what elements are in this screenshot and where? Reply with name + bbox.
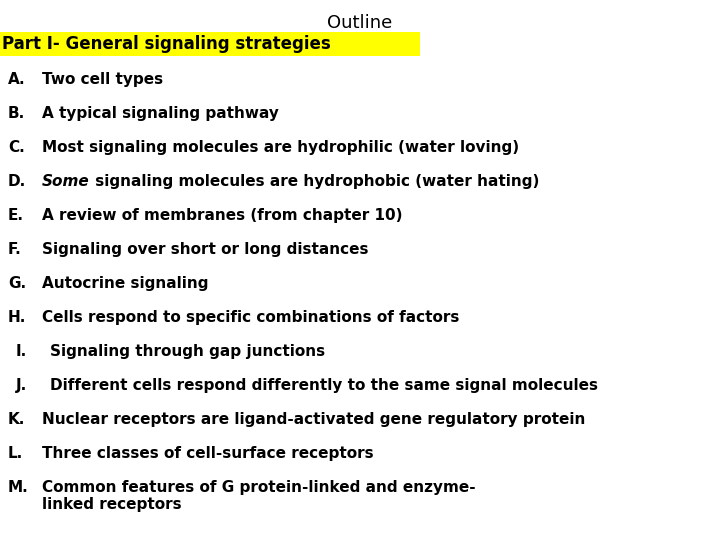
Text: L.: L. (8, 446, 23, 461)
Text: Most signaling molecules are hydrophilic (water loving): Most signaling molecules are hydrophilic… (42, 140, 519, 155)
Text: Different cells respond differently to the same signal molecules: Different cells respond differently to t… (50, 378, 598, 393)
Text: Part I- General signaling strategies: Part I- General signaling strategies (2, 35, 330, 53)
Text: Cells respond to specific combinations of factors: Cells respond to specific combinations o… (42, 310, 459, 325)
Text: J.: J. (16, 378, 27, 393)
Text: Nuclear receptors are ligand-activated gene regulatory protein: Nuclear receptors are ligand-activated g… (42, 412, 585, 427)
Text: A typical signaling pathway: A typical signaling pathway (42, 106, 279, 121)
Text: Outline: Outline (328, 14, 392, 32)
Text: D.: D. (8, 174, 26, 189)
Text: E.: E. (8, 208, 24, 223)
Text: B.: B. (8, 106, 25, 121)
Text: C.: C. (8, 140, 24, 155)
Text: Autocrine signaling: Autocrine signaling (42, 276, 209, 291)
Text: Common features of G protein-linked and enzyme-
linked receptors: Common features of G protein-linked and … (42, 480, 476, 512)
Text: I.: I. (16, 344, 27, 359)
Text: Two cell types: Two cell types (42, 72, 163, 87)
Text: H.: H. (8, 310, 27, 325)
Text: K.: K. (8, 412, 25, 427)
Text: G.: G. (8, 276, 26, 291)
FancyBboxPatch shape (0, 32, 420, 56)
Text: A.: A. (8, 72, 26, 87)
Text: signaling molecules are hydrophobic (water hating): signaling molecules are hydrophobic (wat… (90, 174, 539, 189)
Text: F.: F. (8, 242, 22, 257)
Text: M.: M. (8, 480, 29, 495)
Text: Signaling through gap junctions: Signaling through gap junctions (50, 344, 325, 359)
Text: Some: Some (42, 174, 90, 189)
Text: Three classes of cell-surface receptors: Three classes of cell-surface receptors (42, 446, 374, 461)
Text: A review of membranes (from chapter 10): A review of membranes (from chapter 10) (42, 208, 402, 223)
Text: Signaling over short or long distances: Signaling over short or long distances (42, 242, 369, 257)
